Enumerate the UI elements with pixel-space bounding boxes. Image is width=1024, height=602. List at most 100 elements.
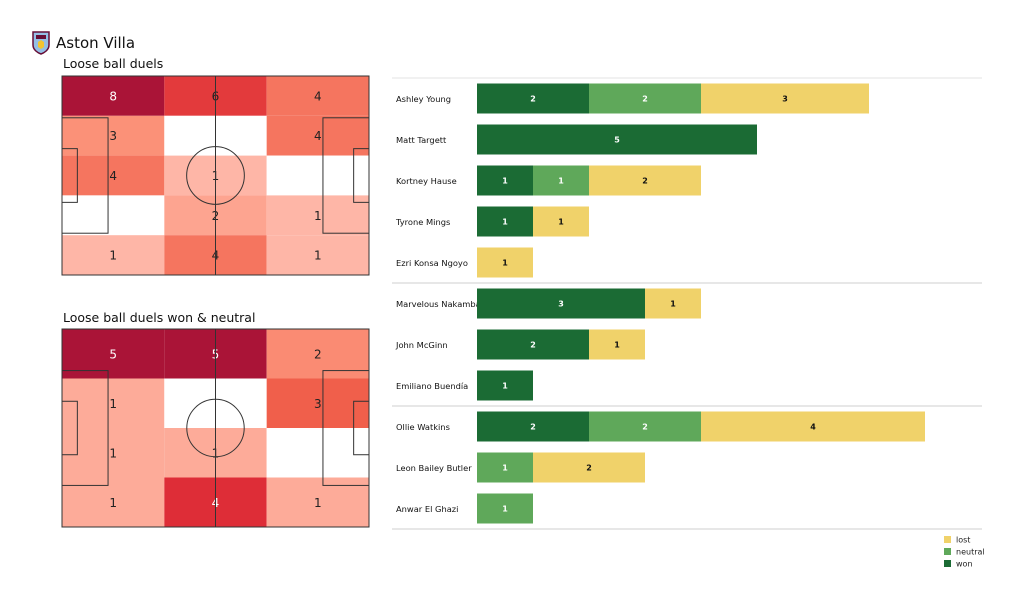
bar-segment-lost [477, 247, 533, 278]
bar-value-label: 2 [530, 341, 536, 350]
heatmap-cell [62, 195, 165, 236]
heatmap-cell [62, 155, 165, 196]
bar-segment-won [477, 165, 533, 196]
heatmap-cell [62, 115, 165, 156]
player-label: Ashley Young [396, 94, 451, 104]
heatmap-1: 8 6 43 44 12 11 4 1 [61, 75, 370, 276]
bar-segment-neutral [477, 452, 533, 483]
bar-segment-won [477, 288, 645, 319]
legend-label-lost: lost [956, 536, 970, 545]
bar-value-label: 2 [642, 177, 648, 186]
heatmap-cell-value: 2 [314, 347, 322, 361]
legend-swatch-won [944, 560, 951, 567]
bar-value-label: 1 [502, 464, 508, 473]
bar-value-label: 2 [530, 423, 536, 432]
aston-villa-crest-icon [32, 31, 50, 55]
bar-value-label: 1 [502, 505, 508, 514]
heatmap-cell-value: 3 [314, 397, 322, 411]
heatmap-1-title: Loose ball duels [63, 56, 164, 71]
heatmap-cell [266, 378, 369, 428]
legend-swatch-lost [944, 536, 951, 543]
heatmap-cell-value: 4 [314, 89, 322, 103]
heatmap-cell-value: 1 [109, 446, 117, 460]
bar-value-label: 1 [502, 382, 508, 391]
heatmap-2: 5 5 21 31 11 4 1 [61, 328, 370, 528]
bar-segment-neutral [589, 83, 701, 114]
player-label: Kortney Hause [396, 176, 457, 186]
heatmap-cell-value: 5 [109, 347, 117, 361]
bar-value-label: 2 [642, 423, 648, 432]
heatmap-cell-value: 1 [109, 249, 117, 263]
bar-value-label: 1 [614, 341, 620, 350]
bar-segment-lost [533, 452, 645, 483]
player-label: Leon Bailey Butler [396, 463, 472, 473]
legend: lost neutral won [944, 536, 985, 569]
bar-segment-lost [589, 329, 645, 360]
player-label: Tyrone Mings [395, 217, 450, 227]
legend-swatch-neutral [944, 548, 951, 555]
heatmap-cell-value: 1 [314, 496, 322, 510]
heatmap-cell [266, 115, 369, 156]
pitch-six-yard-box-right [353, 400, 370, 456]
heatmap-cell-value: 3 [109, 129, 117, 143]
legend-label-won: won [956, 560, 973, 569]
heatmap-cell-value: 1 [314, 249, 322, 263]
heatmap-cell [62, 378, 165, 428]
heatmap-cell-value: 1 [109, 496, 117, 510]
heatmap-cell-value: 1 [109, 397, 117, 411]
bar-value-label: 3 [782, 95, 788, 104]
heatmap-2-title: Loose ball duels won & neutral [63, 310, 256, 325]
player-label: Anwar El Ghazi [396, 504, 458, 514]
bar-segment-neutral [533, 165, 589, 196]
player-label: Matt Targett [396, 135, 447, 145]
bar-segment-lost [589, 165, 701, 196]
bar-segment-won [477, 206, 533, 237]
bar-segment-lost [701, 411, 925, 442]
bar-value-label: 1 [502, 259, 508, 268]
pitch-centre-circle [186, 398, 245, 458]
team-name: Aston Villa [56, 34, 136, 52]
heatmap-cell-value: 1 [314, 209, 322, 223]
heatmap-cell [266, 428, 369, 478]
player-label: Ezri Konsa Ngoyo [396, 258, 468, 268]
heatmap-cell [266, 76, 369, 116]
pitch-six-yard-box-right [353, 148, 370, 203]
pitch-six-yard-box-left [61, 400, 78, 456]
player-label: John McGinn [395, 340, 448, 350]
heatmap-cell [266, 155, 369, 196]
legend-label-neutral: neutral [956, 548, 985, 557]
bar-segment-won [477, 124, 757, 155]
bar-value-label: 2 [530, 95, 536, 104]
bar-segment-won [477, 370, 533, 401]
heatmap-cell-value: 8 [109, 89, 117, 103]
pitch-centre-circle [186, 146, 245, 205]
player-label: Emiliano Buendía [396, 381, 468, 391]
bar-value-label: 2 [642, 95, 648, 104]
bar-segment-lost [645, 288, 701, 319]
bars-group: Ashley Young 2 2 3 Matt Targett 5 Kortney Haus… [392, 77, 982, 530]
heatmap-cell-value: 4 [314, 129, 322, 143]
heatmap-cell [266, 235, 369, 275]
bar-segment-won [477, 329, 589, 360]
player-label: Ollie Watkins [396, 422, 450, 432]
heatmap-cell [62, 235, 165, 275]
bar-segment-neutral [477, 493, 533, 524]
bar-segment-won [477, 83, 589, 114]
heatmap-cell [62, 76, 165, 116]
bar-value-label: 4 [810, 423, 816, 432]
heatmap-cell [266, 195, 369, 236]
pitch-six-yard-box-left [61, 148, 78, 203]
heatmap-cell-value: 4 [109, 169, 117, 183]
bar-value-label: 2 [586, 464, 592, 473]
bar-value-label: 1 [558, 177, 564, 186]
bar-value-label: 1 [502, 218, 508, 227]
bar-value-label: 5 [614, 136, 620, 145]
bar-value-label: 1 [558, 218, 564, 227]
bar-value-label: 1 [670, 300, 676, 309]
bar-value-label: 3 [558, 300, 564, 309]
bar-segment-won [477, 411, 589, 442]
heatmap-cell [62, 428, 165, 478]
player-label: Marvelous Nakamba [396, 299, 481, 309]
